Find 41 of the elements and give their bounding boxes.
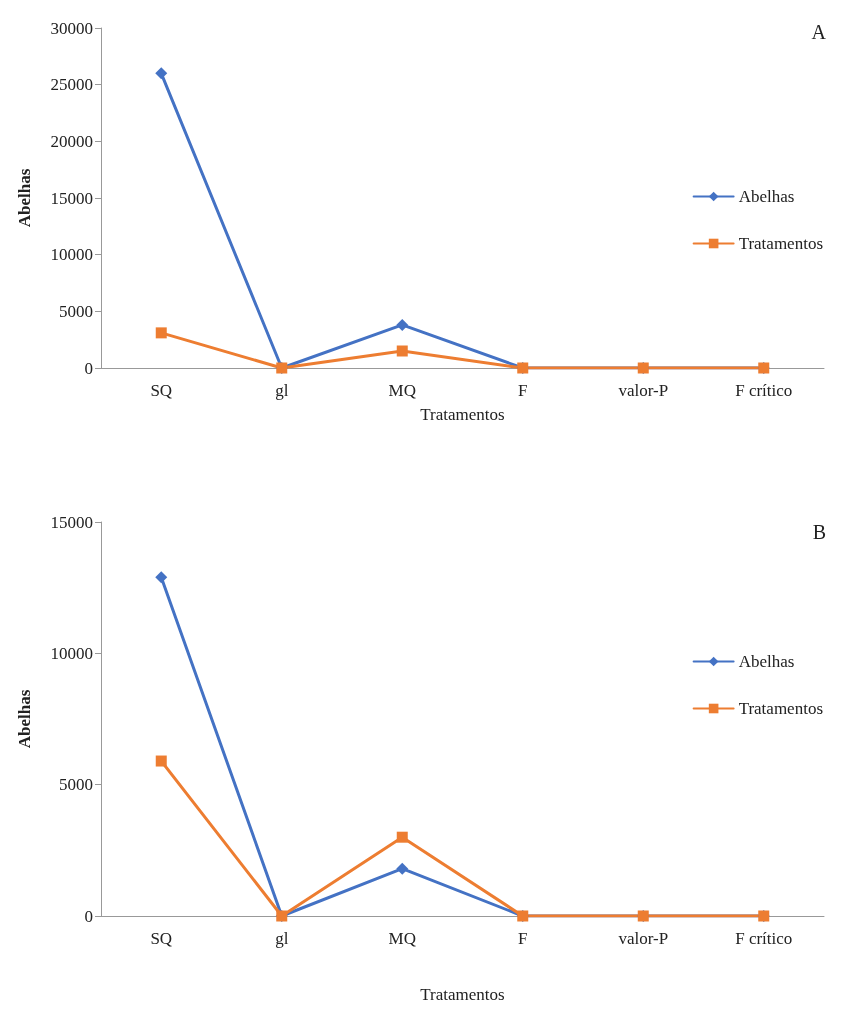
y-tick-label: 0 [84, 906, 93, 926]
x-tick-label: F [518, 929, 528, 948]
y-tick-label: 15000 [50, 188, 93, 208]
x-tick-label: F crítico [735, 381, 793, 400]
legend-label: Tratamentos [738, 699, 824, 718]
x-tick-label: F crítico [735, 929, 793, 948]
x-tick-label: gl [275, 381, 289, 400]
y-tick-label: 5000 [59, 301, 93, 321]
x-tick-label: SQ [150, 381, 173, 400]
x-tick-label: SQ [150, 929, 173, 948]
y-tick-label: 10000 [50, 643, 93, 663]
y-axis-title: Abelhas [15, 689, 34, 749]
point [396, 862, 409, 875]
x-axis-title: Tratamentos [420, 405, 505, 424]
y-tick-label: 0 [84, 358, 93, 378]
x-tick-label: gl [275, 929, 289, 948]
annotation: B [812, 521, 826, 543]
point [155, 755, 167, 767]
legend-label: Abelhas [738, 187, 795, 206]
y-tick-label: 30000 [50, 18, 93, 38]
y-axis-title: Abelhas [15, 168, 34, 228]
y-tick-label: 15000 [50, 512, 93, 532]
x-tick-label: MQ [388, 381, 416, 400]
y-tick-label: 20000 [50, 131, 93, 151]
x-tick-label: valor-P [618, 929, 669, 948]
x-tick-label: F [518, 381, 528, 400]
annotation: A [811, 21, 827, 43]
x-axis-title: Tratamentos [420, 985, 505, 1004]
point [396, 831, 408, 843]
legend-label: Tratamentos [738, 234, 824, 253]
point [155, 571, 168, 584]
y-tick-label: 25000 [50, 75, 93, 95]
point [396, 318, 409, 331]
point [396, 345, 408, 357]
y-tick-label: 5000 [59, 775, 93, 795]
y-tick-label: 10000 [50, 245, 93, 265]
legend-label: Abelhas [738, 652, 795, 671]
point [155, 327, 167, 339]
x-tick-label: valor-P [618, 381, 669, 400]
point [155, 67, 168, 80]
x-tick-label: MQ [388, 929, 416, 948]
